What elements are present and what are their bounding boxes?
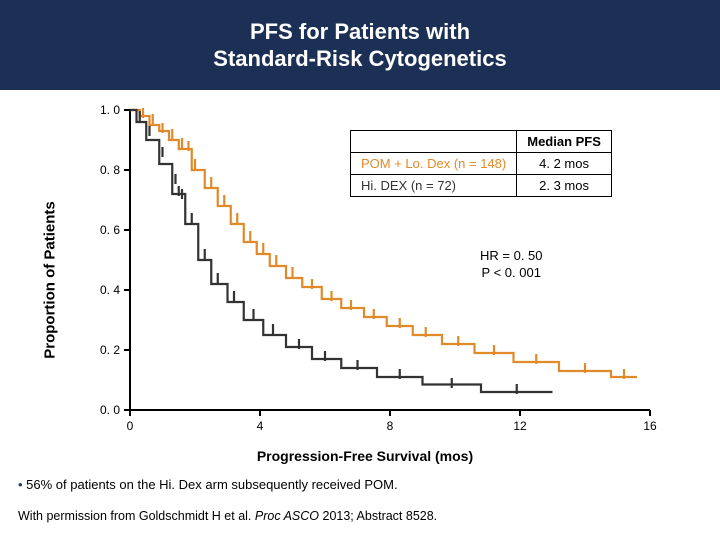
hr-line2: P < 0. 001 <box>480 265 543 282</box>
footer-citation: With permission from Goldschmidt H et al… <box>18 506 702 526</box>
legend-header-row: Median PFS <box>351 131 612 153</box>
legend-header-median: Median PFS <box>517 131 612 153</box>
legend-label: POM + Lo. Dex (n = 148) <box>351 153 517 175</box>
slide-root: PFS for Patients withStandard-Risk Cytog… <box>0 0 720 540</box>
legend-row: POM + Lo. Dex (n = 148)4. 2 mos <box>351 153 612 175</box>
citation-ital: Proc ASCO <box>255 509 319 523</box>
svg-text:1. 0: 1. 0 <box>100 103 120 117</box>
citation-post: 2013; Abstract 8528. <box>319 509 437 523</box>
legend-label: Hi. DEX (n = 72) <box>351 175 517 197</box>
hr-stats: HR = 0. 50 P < 0. 001 <box>480 248 543 282</box>
svg-text:0. 2: 0. 2 <box>100 343 120 357</box>
svg-text:8: 8 <box>387 419 394 433</box>
citation-pre: With permission from Goldschmidt H et al… <box>18 509 255 523</box>
title-band: PFS for Patients withStandard-Risk Cytog… <box>0 0 720 90</box>
y-axis-label: Proportion of Patients <box>42 201 59 359</box>
legend-row: Hi. DEX (n = 72)2. 3 mos <box>351 175 612 197</box>
svg-text:12: 12 <box>513 419 527 433</box>
svg-text:4: 4 <box>257 419 264 433</box>
svg-text:0. 8: 0. 8 <box>100 163 120 177</box>
footer-bullet: 56% of patients on the Hi. Dex arm subse… <box>18 475 702 496</box>
svg-text:0: 0 <box>127 419 134 433</box>
km-chart: Proportion of Patients 0. 00. 20. 40. 60… <box>60 100 670 460</box>
hr-line1: HR = 0. 50 <box>480 248 543 265</box>
svg-text:0. 6: 0. 6 <box>100 223 120 237</box>
x-axis-label: Progression-Free Survival (mos) <box>60 448 670 464</box>
legend-table: Median PFS POM + Lo. Dex (n = 148)4. 2 m… <box>350 130 612 197</box>
legend-value: 4. 2 mos <box>517 153 612 175</box>
legend-value: 2. 3 mos <box>517 175 612 197</box>
footer: 56% of patients on the Hi. Dex arm subse… <box>18 475 702 526</box>
svg-text:0. 0: 0. 0 <box>100 403 120 417</box>
svg-text:16: 16 <box>643 419 657 433</box>
legend-header-blank <box>351 131 517 153</box>
svg-text:0. 4: 0. 4 <box>100 283 120 297</box>
slide-title: PFS for Patients withStandard-Risk Cytog… <box>213 18 506 73</box>
